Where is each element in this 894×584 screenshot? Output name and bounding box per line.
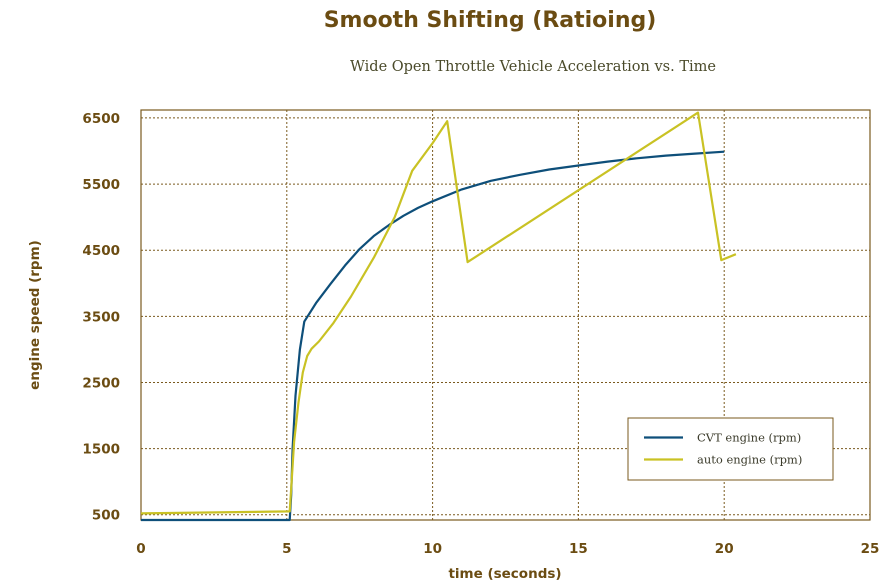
legend-entry-cvt: CVT engine (rpm): [697, 431, 801, 445]
x-tick-label: 20: [715, 541, 734, 557]
y-tick-label: 2500: [82, 375, 120, 391]
chart-title: Smooth Shifting (Ratioing): [324, 8, 657, 33]
series-line-auto: [140, 111, 737, 515]
gridlines: [141, 110, 870, 520]
series-line-cvt: [141, 150, 725, 522]
x-tick-label: 10: [423, 541, 442, 557]
x-tick-label: 5: [282, 541, 291, 557]
x-axis-label: time (seconds): [448, 566, 561, 582]
y-axis-ticks: 500 1500 2500 3500 4500 5500 6500: [82, 111, 120, 524]
series-lines: [140, 111, 737, 522]
y-tick-label: 1500: [82, 442, 120, 458]
y-tick-label: 500: [92, 508, 120, 524]
y-tick-label: 3500: [82, 309, 120, 325]
x-tick-label: 25: [861, 541, 880, 557]
y-axis-label: engine speed (rpm): [27, 240, 43, 390]
x-tick-label: 15: [569, 541, 588, 557]
legend-box: [627, 417, 834, 481]
legend-entry-auto: auto engine (rpm): [697, 453, 802, 467]
chart-subtitle: Wide Open Throttle Vehicle Acceleration …: [350, 59, 716, 75]
y-tick-label: 6500: [82, 111, 120, 127]
y-tick-label: 5500: [82, 177, 120, 193]
y-tick-label: 4500: [82, 243, 120, 259]
plot-frame: [140, 109, 871, 521]
legend: CVT engine (rpm) auto engine (rpm): [627, 417, 834, 481]
x-axis-ticks: 0 5 10 15 20 25: [136, 541, 879, 557]
x-tick-label: 0: [136, 541, 145, 557]
